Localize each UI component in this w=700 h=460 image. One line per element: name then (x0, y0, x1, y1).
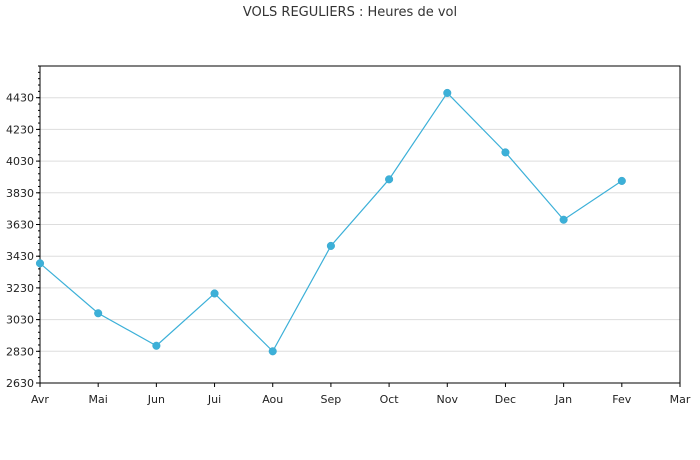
x-tick-label: Aou (262, 393, 283, 406)
x-tick-label: Oct (380, 393, 400, 406)
x-tick-label: Mai (89, 393, 108, 406)
y-tick-label: 3030 (6, 314, 34, 327)
data-point (35, 259, 45, 268)
y-tick-label: 4230 (6, 123, 34, 136)
data-point (443, 88, 452, 97)
x-axis-ticks: Avr Mai Jun Jui Aou Sep Oct Nov Dec Jan Fev Mar (31, 383, 691, 406)
y-axis-ticks: 2630 2830 3030 3230 3430 3630 3830 4030 4230 4430 (6, 92, 40, 390)
y-tick-label: 4030 (6, 155, 34, 168)
data-point (559, 215, 568, 224)
y-tick-label: 2830 (6, 345, 34, 358)
x-tick-label: Dec (495, 393, 516, 406)
y-tick-label: 3630 (6, 219, 34, 232)
grid-lines (40, 97, 680, 352)
x-tick-label: Jan (554, 393, 572, 406)
y-tick-label: 4430 (6, 92, 34, 105)
y-tick-label: 2630 (6, 377, 34, 390)
y-tick-label: 3430 (6, 250, 34, 263)
x-tick-label: Mar (670, 393, 691, 406)
x-tick-label: Fev (612, 393, 631, 406)
data-point (94, 309, 103, 318)
y-tick-label: 3830 (6, 187, 34, 200)
data-point (617, 176, 626, 185)
data-point (268, 347, 277, 356)
data-point (501, 148, 510, 157)
x-tick-label: Nov (437, 393, 459, 406)
data-point (152, 341, 161, 350)
y-tick-label: 3230 (6, 282, 34, 295)
chart-title: VOLS REGULIERS : Heures de vol (242, 5, 458, 20)
series-layer (35, 88, 626, 356)
data-point (385, 175, 394, 184)
series-line (39, 91, 623, 353)
data-point (326, 241, 335, 250)
x-tick-label: Jun (147, 393, 165, 406)
x-tick-label: Avr (31, 393, 49, 406)
x-tick-label: Jui (207, 393, 221, 406)
x-tick-label: Sep (321, 393, 342, 406)
data-point (210, 289, 219, 298)
